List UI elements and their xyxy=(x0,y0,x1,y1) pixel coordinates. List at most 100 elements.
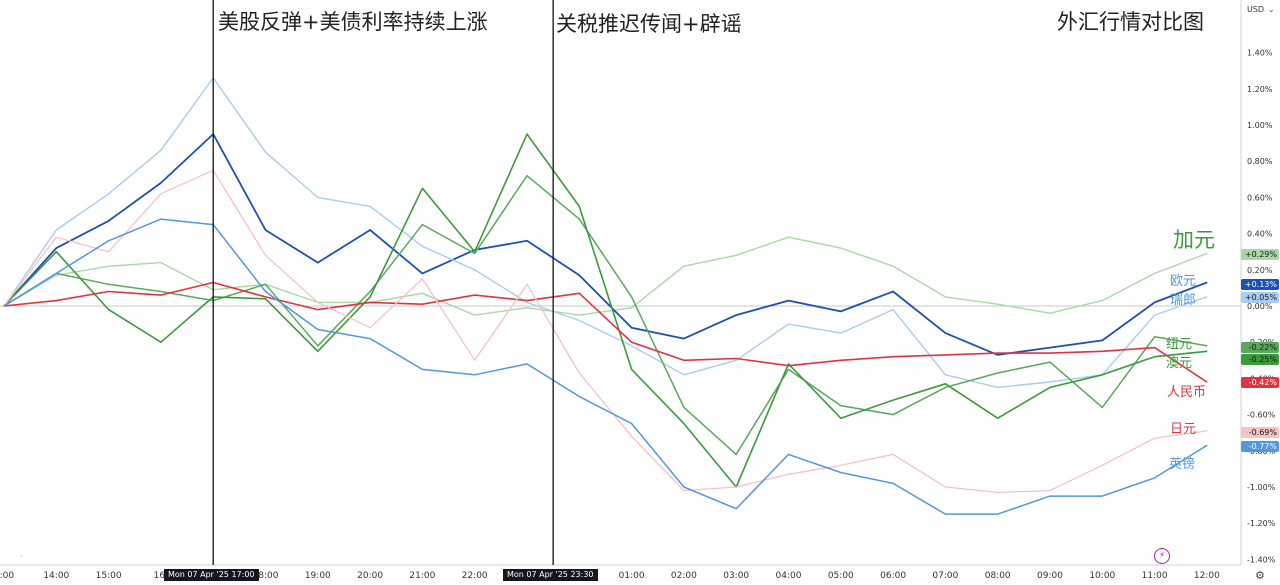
data-point-nzd xyxy=(787,368,790,370)
legend-eur: 欧元 xyxy=(1170,274,1197,289)
data-point-jpy xyxy=(108,251,110,253)
x-tick-label: 22:00 xyxy=(462,571,488,581)
data-point-gbp xyxy=(683,486,685,488)
data-point-cny xyxy=(631,341,633,343)
data-point-jpy xyxy=(1049,490,1051,492)
data-point-cny xyxy=(1049,352,1051,354)
data-point-cad xyxy=(421,292,423,294)
data-point-nzd xyxy=(631,296,633,298)
data-point-chf xyxy=(735,359,737,361)
y-tick-label: 0.80% xyxy=(1247,157,1273,166)
data-point-nzd xyxy=(1101,406,1103,408)
data-point-aud xyxy=(317,350,319,352)
data-point-eur xyxy=(892,290,894,293)
data-point-nzd xyxy=(997,372,999,374)
x-tick-label: 18:00 xyxy=(253,571,279,581)
series-line-gbp xyxy=(3,218,1208,515)
data-point-nzd xyxy=(421,223,423,226)
x-tick-label: 3:00 xyxy=(0,571,14,581)
data-point-jpy xyxy=(631,435,633,437)
data-point-cny xyxy=(1206,381,1208,383)
data-point-gbp xyxy=(787,453,790,456)
x-tick-label: 15:00 xyxy=(96,571,122,581)
data-point-cny xyxy=(160,294,162,296)
data-point-cad xyxy=(578,314,580,316)
badge-nzd: -0.22% xyxy=(1241,342,1279,353)
data-point-cny xyxy=(55,299,57,302)
badge-eur: +0.13% xyxy=(1241,279,1279,290)
data-point-eur xyxy=(683,337,685,340)
x-tick-label: 02:00 xyxy=(671,571,697,581)
data-point-chf xyxy=(317,196,319,198)
data-point-gbp xyxy=(526,363,528,365)
series-line-jpy xyxy=(3,169,1207,494)
data-point-eur xyxy=(317,261,319,264)
data-point-eur xyxy=(1154,301,1156,303)
data-point-nzd xyxy=(264,283,267,285)
data-point-jpy xyxy=(160,193,162,195)
data-point-eur xyxy=(997,354,999,356)
data-point-eur xyxy=(631,327,633,329)
legend-chf: 瑞郎 xyxy=(1170,293,1197,308)
y-tick-label: 1.40% xyxy=(1247,49,1273,58)
data-point-aud xyxy=(474,251,476,253)
data-point-nzd xyxy=(683,406,685,408)
badge-cny: -0.42% xyxy=(1241,377,1279,388)
data-point-jpy xyxy=(944,486,947,488)
y-tick-label: -1.20% xyxy=(1247,519,1276,528)
data-point-gbp xyxy=(474,374,476,376)
annotation-right: 关税推迟传闻+辟谣 xyxy=(556,12,742,36)
legend-jpy: 日元 xyxy=(1170,422,1197,437)
data-point-cad xyxy=(787,236,790,238)
data-point-jpy xyxy=(55,236,57,238)
data-point-gbp xyxy=(631,423,633,425)
x-tick-label: 05:00 xyxy=(828,571,854,581)
data-point-chf xyxy=(264,151,267,153)
data-point-gbp xyxy=(369,337,371,340)
series-line-aud xyxy=(3,133,1207,488)
x-tick-label: 14:00 xyxy=(43,571,69,581)
data-point-eur xyxy=(264,229,267,231)
data-point-nzd xyxy=(1206,345,1208,347)
data-point-aud xyxy=(526,133,528,135)
data-point-gbp xyxy=(892,482,894,484)
badge-cad: +0.29% xyxy=(1241,249,1279,260)
data-point-cny xyxy=(997,352,999,354)
data-point-nzd xyxy=(578,218,580,220)
lightning-icon[interactable]: ⚡ xyxy=(1154,548,1170,564)
data-point-cny xyxy=(840,359,842,361)
data-point-aud xyxy=(997,417,999,419)
gear-icon[interactable]: ⚙ xyxy=(1255,569,1265,582)
data-point-eur xyxy=(735,314,737,316)
data-point-cad xyxy=(892,265,894,267)
data-point-nzd xyxy=(944,386,947,389)
x-tick-label: 04:00 xyxy=(776,571,802,581)
chevron-down-icon[interactable]: ⌄ xyxy=(1268,5,1275,14)
data-point-aud xyxy=(578,205,580,208)
data-point-aud xyxy=(264,298,267,300)
data-point-gbp xyxy=(578,395,580,398)
data-point-cny xyxy=(474,294,476,296)
data-point-jpy xyxy=(735,486,737,488)
data-point-chf xyxy=(892,309,894,311)
x-tick-label: 01:00 xyxy=(619,571,645,581)
x-tick-label: 21:00 xyxy=(409,571,435,581)
data-point-jpy xyxy=(997,491,999,494)
currency-selector[interactable]: USD xyxy=(1247,5,1265,14)
data-point-nzd xyxy=(108,283,110,285)
data-point-aud xyxy=(892,399,894,401)
data-point-chf xyxy=(474,269,476,271)
series-line-chf xyxy=(3,77,1208,389)
data-point-chf xyxy=(369,205,371,208)
legend-aud: 澳元 xyxy=(1166,356,1193,371)
data-point-jpy xyxy=(317,301,319,303)
dot-marker: · xyxy=(20,552,23,561)
data-point-nzd xyxy=(317,345,319,347)
data-point-gbp xyxy=(1154,477,1156,479)
data-point-aud xyxy=(944,383,947,385)
data-point-gbp xyxy=(944,513,947,515)
data-point-eur xyxy=(944,332,947,334)
data-point-jpy xyxy=(683,490,685,492)
data-point-nzd xyxy=(526,175,528,177)
data-point-chf xyxy=(944,374,947,376)
